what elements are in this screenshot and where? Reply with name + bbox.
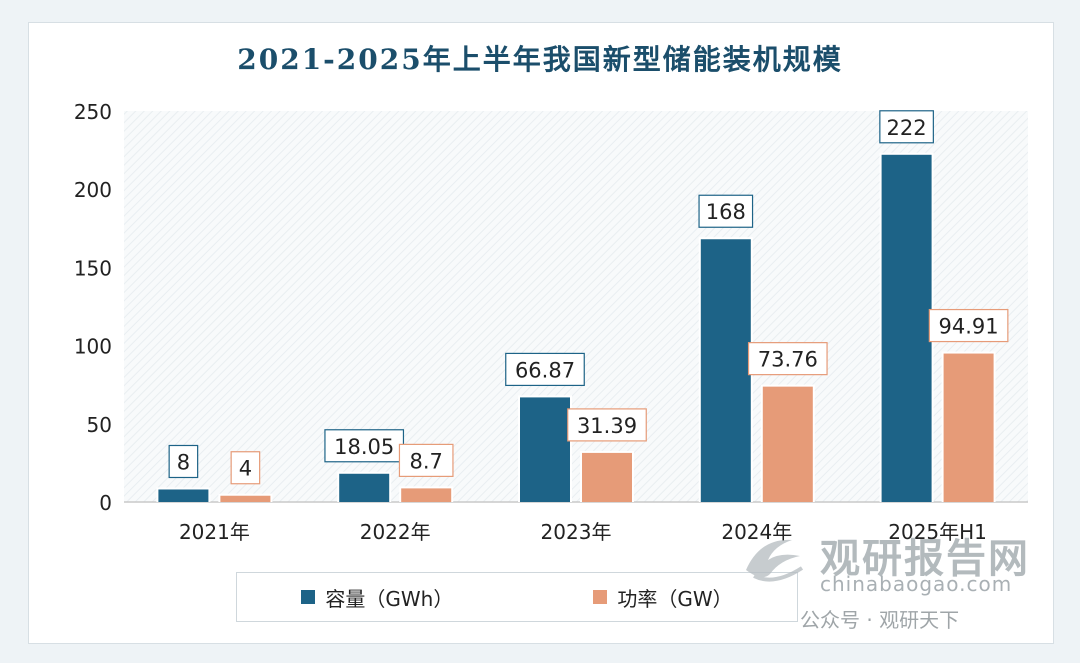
bar-capacity — [700, 239, 751, 503]
chart-title: 2021-2025年上半年我国新型储能装机规模 — [237, 43, 843, 76]
data-label-box — [230, 451, 261, 485]
data-label-box — [747, 342, 828, 376]
legend-swatch-capacity — [301, 590, 316, 604]
data-label-capacity: 222 — [887, 116, 927, 140]
data-label-box — [398, 443, 454, 477]
data-label-box — [567, 408, 647, 442]
data-label-capacity: 8 — [177, 450, 190, 474]
watermark-account: 公众号 · 观研天下 — [800, 608, 960, 632]
data-label-power: 8.7 — [409, 449, 442, 473]
data-label-capacity: 66.87 — [515, 358, 575, 382]
x-tick-label: 2022年 — [360, 520, 431, 544]
bar-capacity — [158, 489, 209, 502]
y-tick-label: 250 — [74, 100, 112, 124]
watermark: 观研报告网 chinabaogao.com 公众号 · 观研天下 — [740, 522, 1060, 632]
data-label-box — [879, 110, 934, 144]
data-label-power: 31.39 — [577, 414, 637, 438]
data-label-box — [505, 352, 585, 387]
y-tick-label: 0 — [99, 491, 112, 515]
data-label-box — [698, 194, 754, 228]
legend-label-capacity: 容量（GWh） — [325, 586, 454, 611]
bar-power — [582, 452, 632, 502]
watermark-brand: 观研报告网 — [820, 536, 1030, 582]
x-tick-label: 2024年 — [721, 520, 792, 544]
data-label-power: 73.76 — [758, 348, 818, 372]
legend-label-power: 功率（GW） — [617, 586, 733, 611]
bar-capacity — [520, 397, 570, 502]
y-tick-label: 100 — [74, 335, 112, 359]
watermark-domain: chinabaogao.com — [820, 572, 1013, 596]
data-label-capacity: 18.05 — [334, 435, 394, 459]
bar-power — [762, 386, 813, 502]
watermark-logo-icon — [746, 539, 804, 582]
legend: 容量（GWh） 功率（GW） — [236, 572, 798, 622]
data-label-box — [928, 308, 1009, 343]
y-tick-label: 200 — [74, 178, 112, 202]
bar-capacity — [339, 473, 390, 502]
bar-capacity — [881, 154, 932, 503]
data-label-power: 94.91 — [939, 315, 999, 339]
x-tick-label: 2023年 — [541, 520, 612, 544]
data-label-capacity: 168 — [706, 200, 746, 224]
data-label-power: 4 — [239, 457, 252, 481]
x-tick-label: 2021年 — [179, 520, 250, 544]
legend-item-capacity: 容量（GWh） — [301, 583, 453, 612]
bar-power — [220, 495, 271, 502]
legend-item-power: 功率（GW） — [593, 583, 733, 612]
data-label-box — [324, 429, 405, 463]
y-tick-label: 50 — [87, 413, 112, 437]
legend-swatch-power — [593, 590, 608, 604]
x-tick-label: 2025年H1 — [888, 520, 987, 544]
bar-power — [943, 353, 994, 502]
bar-power — [401, 488, 452, 502]
data-label-box — [168, 444, 199, 479]
y-tick-label: 150 — [74, 256, 112, 280]
